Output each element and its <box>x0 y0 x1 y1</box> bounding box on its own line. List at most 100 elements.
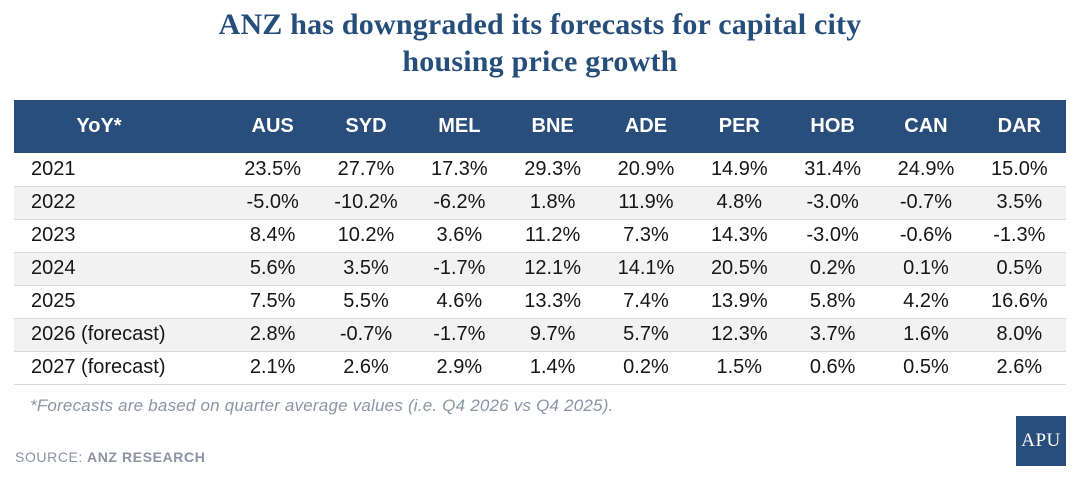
column-header-syd: SYD <box>319 100 413 153</box>
cell-2026-forecast-can: 1.6% <box>879 318 973 352</box>
column-header-hob: HOB <box>785 100 880 153</box>
cell-2024-can: 0.1% <box>879 252 973 286</box>
cell-2025-hob: 5.8% <box>785 285 880 319</box>
cell-2026-forecast-aus: 2.8% <box>226 318 320 352</box>
table-row-2026-forecast: 2026 (forecast) 2.8% -0.7% -1.7% 9.7% 5.7% 12.… <box>14 318 1066 352</box>
table-row-2023: 2023 8.4% 10.2% 3.6% 11.2% 7.3% 14.3% -3.0% -0.6… <box>14 219 1066 253</box>
cell-2024-per: 20.5% <box>692 252 786 286</box>
cell-2026-forecast-ade: 5.7% <box>599 318 693 352</box>
table-header: YoY* AUS SYD MEL BNE ADE PER HOB CAN DAR <box>14 100 1066 153</box>
column-header-yoy: YoY* <box>14 100 226 153</box>
table-row-2021: 2021 23.5% 27.7% 17.3% 29.3% 20.9% 14.9% 31.4% 2… <box>14 153 1066 187</box>
cell-2027-forecast-bne: 1.4% <box>505 351 600 385</box>
cell-2022-syd: -10.2% <box>319 186 413 220</box>
cell-2026-forecast-syd: -0.7% <box>319 318 413 352</box>
cell-2021-per: 14.9% <box>692 153 786 187</box>
column-header-aus: AUS <box>226 100 320 153</box>
cell-2022-mel: -6.2% <box>412 186 506 220</box>
cell-2023-mel: 3.6% <box>412 219 506 253</box>
cell-2025-aus: 7.5% <box>226 285 320 319</box>
cell-2024-aus: 5.6% <box>226 252 320 286</box>
table-row-2024: 2024 5.6% 3.5% -1.7% 12.1% 14.1% 20.5% 0.2% 0.1%… <box>14 252 1066 286</box>
cell-2021-mel: 17.3% <box>412 153 506 187</box>
cell-2026-forecast-hob: 3.7% <box>785 318 880 352</box>
cell-2021-bne: 29.3% <box>505 153 600 187</box>
table-row-2027-forecast: 2027 (forecast) 2.1% 2.6% 2.9% 1.4% 0.2% 1.5% 0… <box>14 351 1066 385</box>
cell-2023-dar: -1.3% <box>972 219 1066 253</box>
cell-2021-dar: 15.0% <box>972 153 1066 187</box>
cell-2027-forecast-mel: 2.9% <box>412 351 506 385</box>
cell-2026-forecast-per: 12.3% <box>692 318 786 352</box>
cell-2026-forecast-mel: -1.7% <box>412 318 506 352</box>
table-row-2025: 2025 7.5% 5.5% 4.6% 13.3% 7.4% 13.9% 5.8% 4.2% 16… <box>14 285 1066 319</box>
cell-2022-hob: -3.0% <box>785 186 880 220</box>
column-header-per: PER <box>692 100 786 153</box>
cell-2022-ade: 11.9% <box>599 186 693 220</box>
cell-2027-forecast-hob: 0.6% <box>785 351 880 385</box>
page-title: ANZ has downgraded its forecasts for cap… <box>0 6 1080 80</box>
cell-2023-hob: -3.0% <box>785 219 880 253</box>
row-label: 2023 <box>14 219 226 253</box>
cell-2021-can: 24.9% <box>879 153 973 187</box>
cell-2021-aus: 23.5% <box>226 153 320 187</box>
cell-2025-syd: 5.5% <box>319 285 413 319</box>
table-body: 2021 23.5% 27.7% 17.3% 29.3% 20.9% 14.9% 31.4% 2… <box>14 153 1066 385</box>
cell-2027-forecast-can: 0.5% <box>879 351 973 385</box>
cell-2024-dar: 0.5% <box>972 252 1066 286</box>
cell-2023-aus: 8.4% <box>226 219 320 253</box>
cell-2025-bne: 13.3% <box>505 285 600 319</box>
row-label: 2021 <box>14 153 226 187</box>
row-label: 2025 <box>14 285 226 319</box>
cell-2026-forecast-bne: 9.7% <box>505 318 600 352</box>
cell-2023-ade: 7.3% <box>599 219 693 253</box>
footnote: *Forecasts are based on quarter average … <box>30 396 614 415</box>
cell-2023-syd: 10.2% <box>319 219 413 253</box>
cell-2022-per: 4.8% <box>692 186 786 220</box>
row-label: 2026 (forecast) <box>14 318 226 352</box>
cell-2025-can: 4.2% <box>879 285 973 319</box>
table-row-2022: 2022 -5.0% -10.2% -6.2% 1.8% 11.9% 4.8% -3.0% -0… <box>14 186 1066 220</box>
cell-2024-bne: 12.1% <box>505 252 600 286</box>
column-header-can: CAN <box>879 100 973 153</box>
cell-2027-forecast-ade: 0.2% <box>599 351 693 385</box>
cell-2026-forecast-dar: 8.0% <box>972 318 1066 352</box>
cell-2024-ade: 14.1% <box>599 252 693 286</box>
cell-2027-forecast-per: 1.5% <box>692 351 786 385</box>
column-header-dar: DAR <box>972 100 1066 153</box>
cell-2023-bne: 11.2% <box>505 219 600 253</box>
apu-logo: APU <box>1016 416 1066 466</box>
forecast-table: YoY* AUS SYD MEL BNE ADE PER HOB CAN DAR 2021 23.5… <box>14 100 1066 385</box>
cell-2022-can: -0.7% <box>879 186 973 220</box>
row-label: 2024 <box>14 252 226 286</box>
source-value: ANZ RESEARCH <box>87 449 206 465</box>
cell-2025-ade: 7.4% <box>599 285 693 319</box>
cell-2025-per: 13.9% <box>692 285 786 319</box>
cell-2021-ade: 20.9% <box>599 153 693 187</box>
cell-2027-forecast-dar: 2.6% <box>972 351 1066 385</box>
page-title-line-1: ANZ has downgraded its forecasts for cap… <box>218 8 862 41</box>
cell-2024-hob: 0.2% <box>785 252 880 286</box>
cell-2022-aus: -5.0% <box>226 186 320 220</box>
cell-2024-syd: 3.5% <box>319 252 413 286</box>
column-header-mel: MEL <box>412 100 506 153</box>
table-header-row: YoY* AUS SYD MEL BNE ADE PER HOB CAN DAR <box>14 100 1066 153</box>
cell-2022-bne: 1.8% <box>505 186 600 220</box>
page-title-line-2: housing price growth <box>402 45 678 78</box>
cell-2027-forecast-syd: 2.6% <box>319 351 413 385</box>
cell-2023-per: 14.3% <box>692 219 786 253</box>
row-label: 2027 (forecast) <box>14 351 226 385</box>
cell-2025-mel: 4.6% <box>412 285 506 319</box>
column-header-bne: BNE <box>505 100 600 153</box>
column-header-ade: ADE <box>599 100 693 153</box>
cell-2021-syd: 27.7% <box>319 153 413 187</box>
source-attribution: SOURCE: ANZ RESEARCH <box>15 449 205 465</box>
row-label: 2022 <box>14 186 226 220</box>
apu-logo-text: APU <box>1021 430 1061 451</box>
cell-2022-dar: 3.5% <box>972 186 1066 220</box>
source-label: SOURCE: <box>15 449 83 465</box>
cell-2024-mel: -1.7% <box>412 252 506 286</box>
cell-2027-forecast-aus: 2.1% <box>226 351 320 385</box>
cell-2023-can: -0.6% <box>879 219 973 253</box>
cell-2025-dar: 16.6% <box>972 285 1066 319</box>
